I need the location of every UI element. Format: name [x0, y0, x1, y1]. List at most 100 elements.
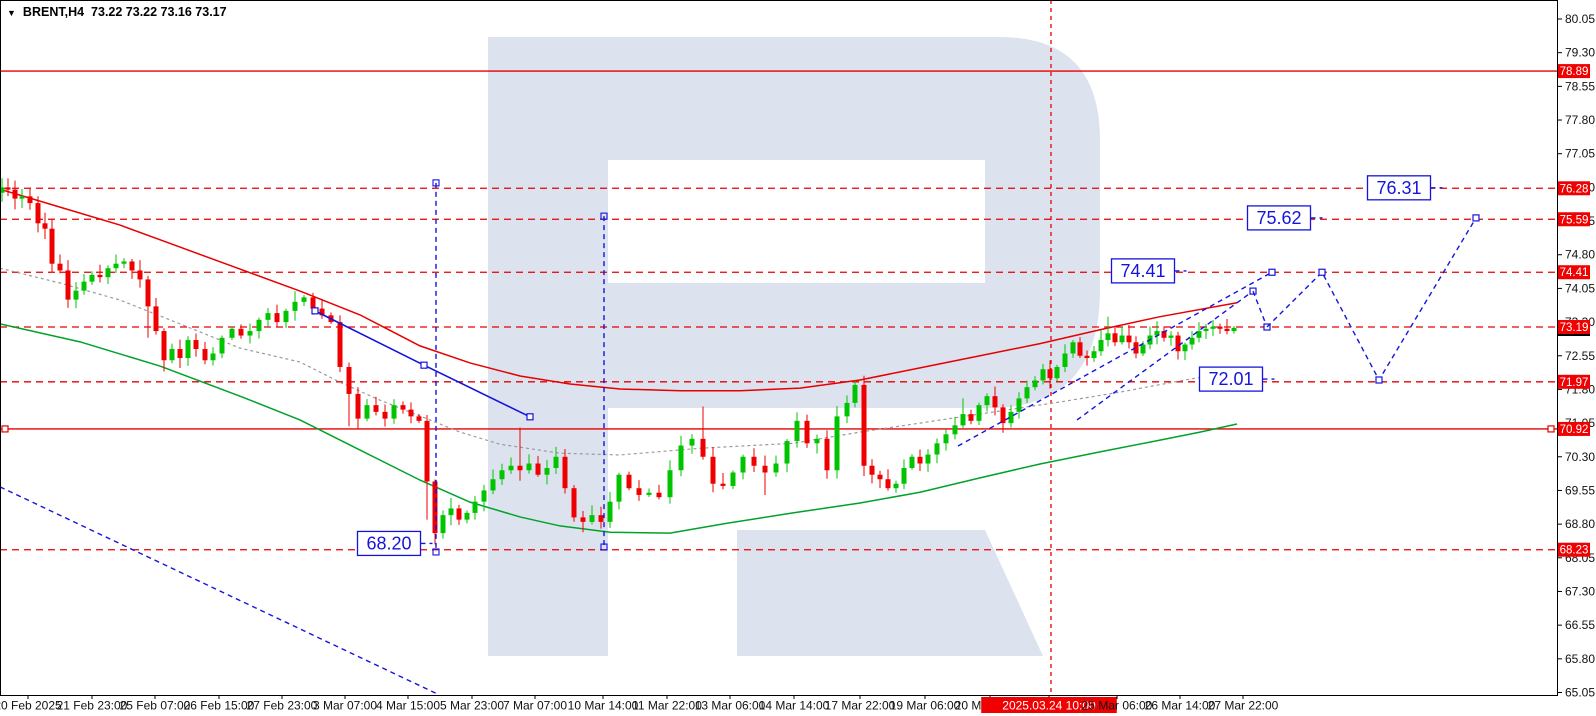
- trend-point-handle[interactable]: [1318, 268, 1326, 276]
- trend-point-handle[interactable]: [526, 413, 534, 421]
- candle-body: [1024, 387, 1030, 399]
- candle-body: [129, 261, 135, 271]
- channel-upper[interactable]: [957, 271, 1273, 447]
- y-axis[interactable]: 80.0579.3078.5577.8077.0576.3075.5574.80…: [1557, 12, 1595, 700]
- axis-price-label-text: 71.97: [1560, 377, 1589, 389]
- axis-price-label-68.23: [1558, 542, 1590, 557]
- candle-body: [27, 196, 33, 204]
- candle-body: [185, 340, 191, 358]
- candle-body: [1070, 342, 1076, 354]
- x-axis-label: 7 Mar 07:00: [503, 699, 567, 713]
- trend-point-handle[interactable]: [311, 307, 319, 315]
- x-axis-label: 4 Mar 15:00: [376, 699, 440, 713]
- price-callout-68.20[interactable]: [356, 530, 422, 557]
- trend-point-handle[interactable]: [1375, 376, 1383, 384]
- price-callout-text: 74.41: [1120, 261, 1165, 281]
- candle-body: [1062, 353, 1068, 367]
- candle-body: [49, 228, 55, 264]
- candle-body: [256, 319, 262, 332]
- ohlc-readout: 73.22 73.22 73.16 73.17: [91, 5, 227, 19]
- annotation-labels[interactable]: 68.20 74.41 72.01 75.62 76.31: [356, 175, 1443, 557]
- candle-body: [934, 443, 940, 455]
- candle-body: [137, 270, 143, 280]
- price-callout-75.62[interactable]: [1246, 205, 1312, 231]
- candle-body: [517, 465, 523, 471]
- price-callout-72.01[interactable]: [1198, 366, 1264, 392]
- candle-body: [893, 483, 899, 489]
- x-axis-label: 25 Feb 07:00: [120, 699, 191, 713]
- axis-price-label-text: 70.92: [1560, 424, 1589, 436]
- axis-price-labels: 78.89 76.28 75.59 74.41 73.19 71.97 70.92 68.23: [1558, 64, 1590, 557]
- candle-body: [1119, 335, 1125, 343]
- y-axis-tick-label: 74.05: [1565, 281, 1595, 295]
- candle-body: [346, 366, 352, 394]
- trend-lines[interactable]: [0, 214, 1480, 695]
- vertical-line-handle[interactable]: [600, 212, 608, 220]
- y-axis-tick-label: 65.05: [1565, 686, 1595, 700]
- vertical-line-handle[interactable]: [432, 548, 440, 556]
- candle-body: [794, 420, 800, 442]
- candle-body: [177, 349, 183, 358]
- vertical-line-handle[interactable]: [432, 179, 440, 187]
- candle-body: [824, 438, 830, 471]
- candle-body: [952, 425, 958, 435]
- y-axis-tick-label: 74.80: [1565, 248, 1595, 262]
- candle-body: [373, 405, 379, 412]
- x-axis-label: 26 Mar 14:00: [1145, 699, 1216, 713]
- candle-body: [310, 297, 316, 309]
- candle-body: [355, 393, 361, 419]
- candle-body: [1196, 331, 1202, 338]
- axis-price-label-71.97: [1558, 374, 1590, 389]
- candle-body: [42, 223, 48, 229]
- forecast-zigzag[interactable]: [1266, 217, 1477, 382]
- pullback[interactable]: [1252, 290, 1268, 328]
- candle-body: [984, 396, 990, 406]
- symbol-dropdown-icon[interactable]: ▼: [7, 7, 16, 18]
- candle-body: [909, 456, 915, 468]
- candle-body: [1091, 351, 1097, 358]
- candle-body: [626, 474, 632, 489]
- channel-lower[interactable]: [1076, 290, 1254, 421]
- trend-point-handle[interactable]: [1472, 214, 1480, 222]
- x-axis-label: 26 Feb 15:00: [184, 699, 255, 713]
- axis-price-label-76.28: [1558, 181, 1590, 196]
- x-axis-label: 11 Mar 22:00: [632, 699, 702, 713]
- line-handle[interactable]: [1, 425, 9, 433]
- trend-point-handle[interactable]: [1268, 268, 1276, 276]
- candle-body: [364, 405, 370, 419]
- candle-body: [869, 465, 875, 475]
- candle-body: [1047, 369, 1053, 379]
- vertical-line-handle[interactable]: [600, 543, 608, 551]
- price-callout-74.41[interactable]: [1110, 258, 1176, 284]
- candle-body: [1133, 342, 1139, 354]
- x-axis-event-label: 2025.03.24 10:00: [1002, 699, 1096, 713]
- long-downtrend-dashed[interactable]: [0, 486, 440, 695]
- candle-body: [1168, 335, 1174, 338]
- candles: [0, 178, 1237, 545]
- candle-body: [1182, 344, 1188, 352]
- line-handle[interactable]: [1547, 425, 1555, 433]
- candle-body: [1161, 331, 1167, 338]
- price-callout-76.31[interactable]: [1366, 175, 1432, 201]
- candle-body: [456, 508, 462, 520]
- candle-body: [1105, 333, 1111, 341]
- x-axis-label: 21 Feb 23:00: [57, 699, 128, 713]
- candle-body: [589, 515, 595, 522]
- candle-body: [65, 270, 71, 300]
- candle-body: [1016, 398, 1022, 412]
- vertical-markers[interactable]: [432, 179, 608, 556]
- candle-body: [153, 306, 159, 332]
- candle-body: [247, 331, 253, 336]
- candle-body: [943, 434, 949, 444]
- x-axis-event-label-bg: [981, 697, 1117, 713]
- candle-body: [901, 468, 907, 484]
- candle-body: [526, 463, 532, 471]
- trend-point-handle[interactable]: [420, 361, 428, 369]
- candle-body: [1112, 333, 1118, 343]
- candle-body: [1040, 369, 1046, 381]
- price-callout-text: 75.62: [1256, 208, 1301, 228]
- candle-body: [553, 456, 559, 468]
- candle-body: [562, 456, 568, 489]
